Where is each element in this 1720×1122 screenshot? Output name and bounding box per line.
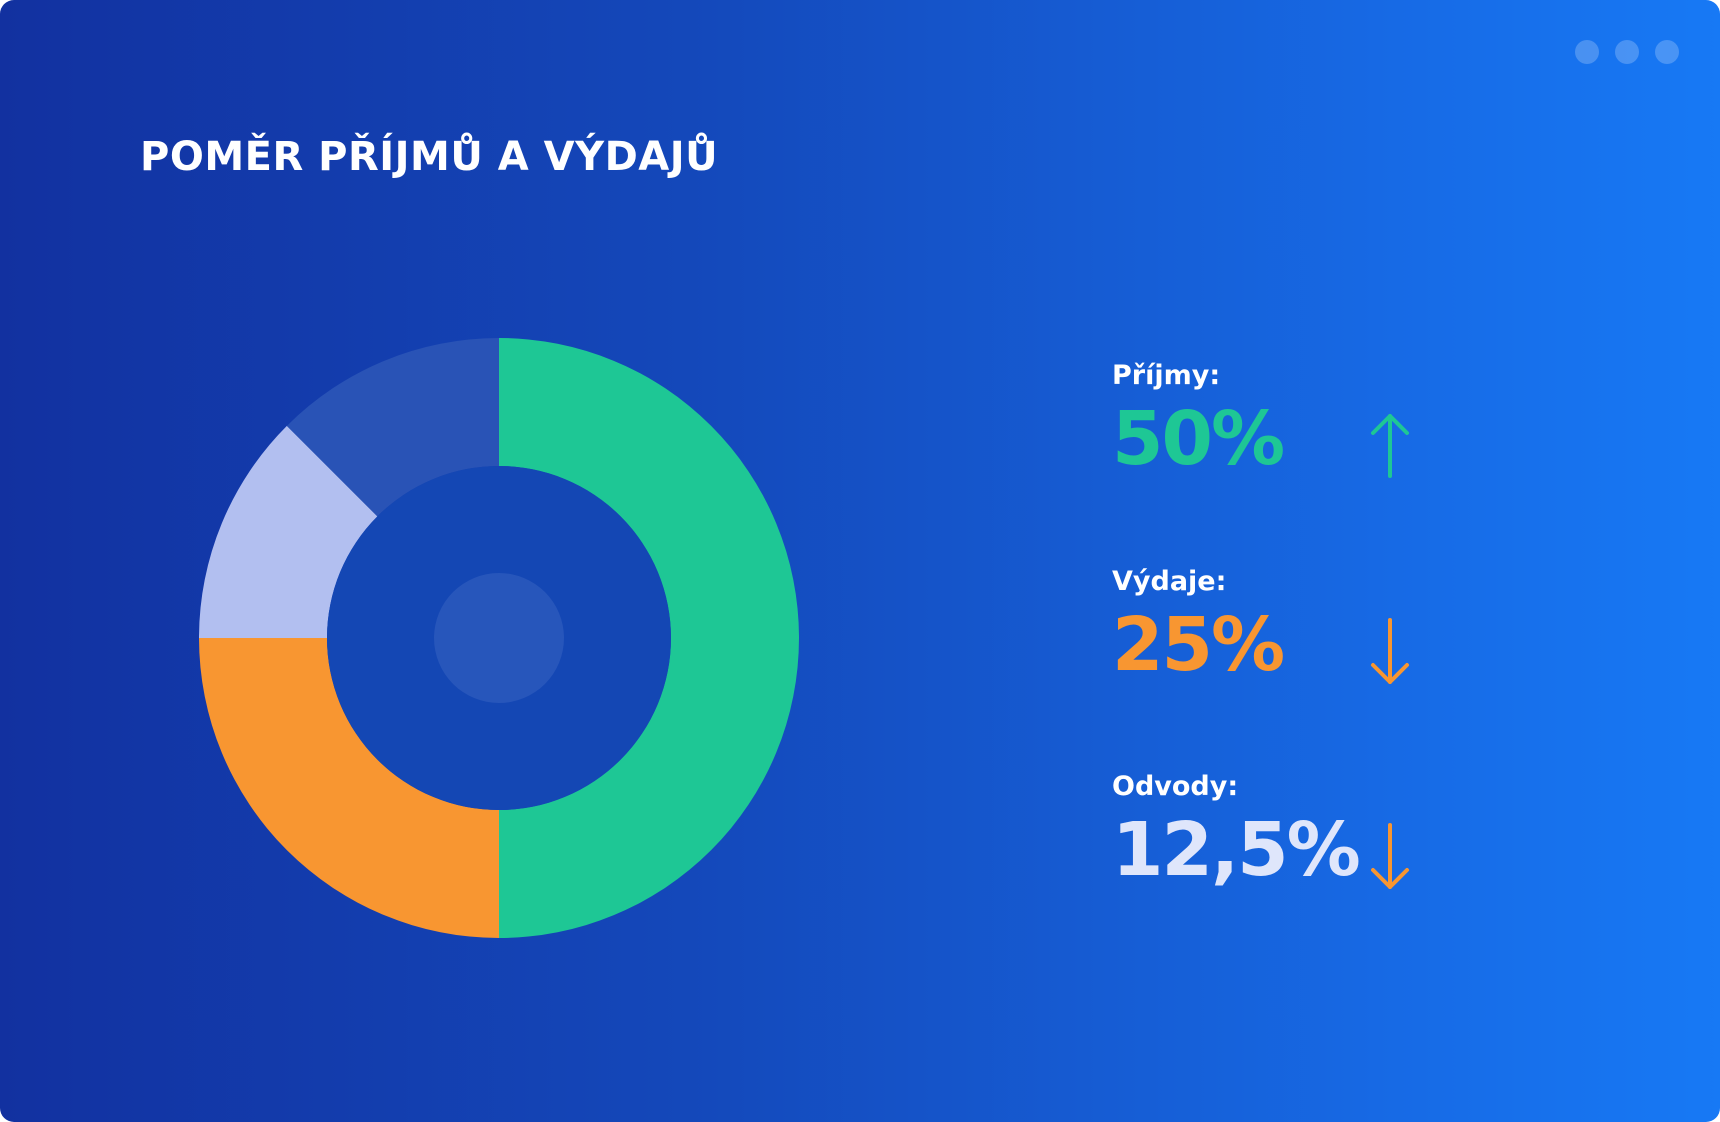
stat-value-levies: 12,5% — [1112, 807, 1361, 893]
stat-value-expenses: 25% — [1112, 602, 1285, 688]
donut-slice-4 — [286, 338, 499, 517]
stat-label-income: Příjmy: — [1112, 360, 1221, 391]
donut-slice-2 — [199, 638, 499, 938]
window-dot-2[interactable] — [1615, 40, 1639, 64]
stat-income: Příjmy: 50% — [1112, 360, 1512, 490]
arrow-up-icon — [1371, 414, 1409, 478]
arrow-down-icon — [1371, 618, 1409, 684]
stat-levies: Odvody: 12,5% — [1112, 771, 1512, 901]
donut-slice-3 — [199, 425, 378, 638]
donut-chart — [199, 338, 799, 938]
stat-label-expenses: Výdaje: — [1112, 566, 1227, 597]
arrow-down-icon — [1371, 823, 1409, 889]
window-dot-3[interactable] — [1655, 40, 1679, 64]
donut-center-dot — [434, 573, 564, 703]
stat-expenses: Výdaje: 25% — [1112, 566, 1512, 696]
window-controls — [1575, 40, 1679, 64]
donut-slice-1 — [499, 338, 799, 938]
window-dot-1[interactable] — [1575, 40, 1599, 64]
stat-label-levies: Odvody: — [1112, 771, 1239, 802]
page-title: POMĚR PŘÍJMŮ A VÝDAJŮ — [140, 134, 719, 180]
stat-value-income: 50% — [1112, 396, 1285, 482]
